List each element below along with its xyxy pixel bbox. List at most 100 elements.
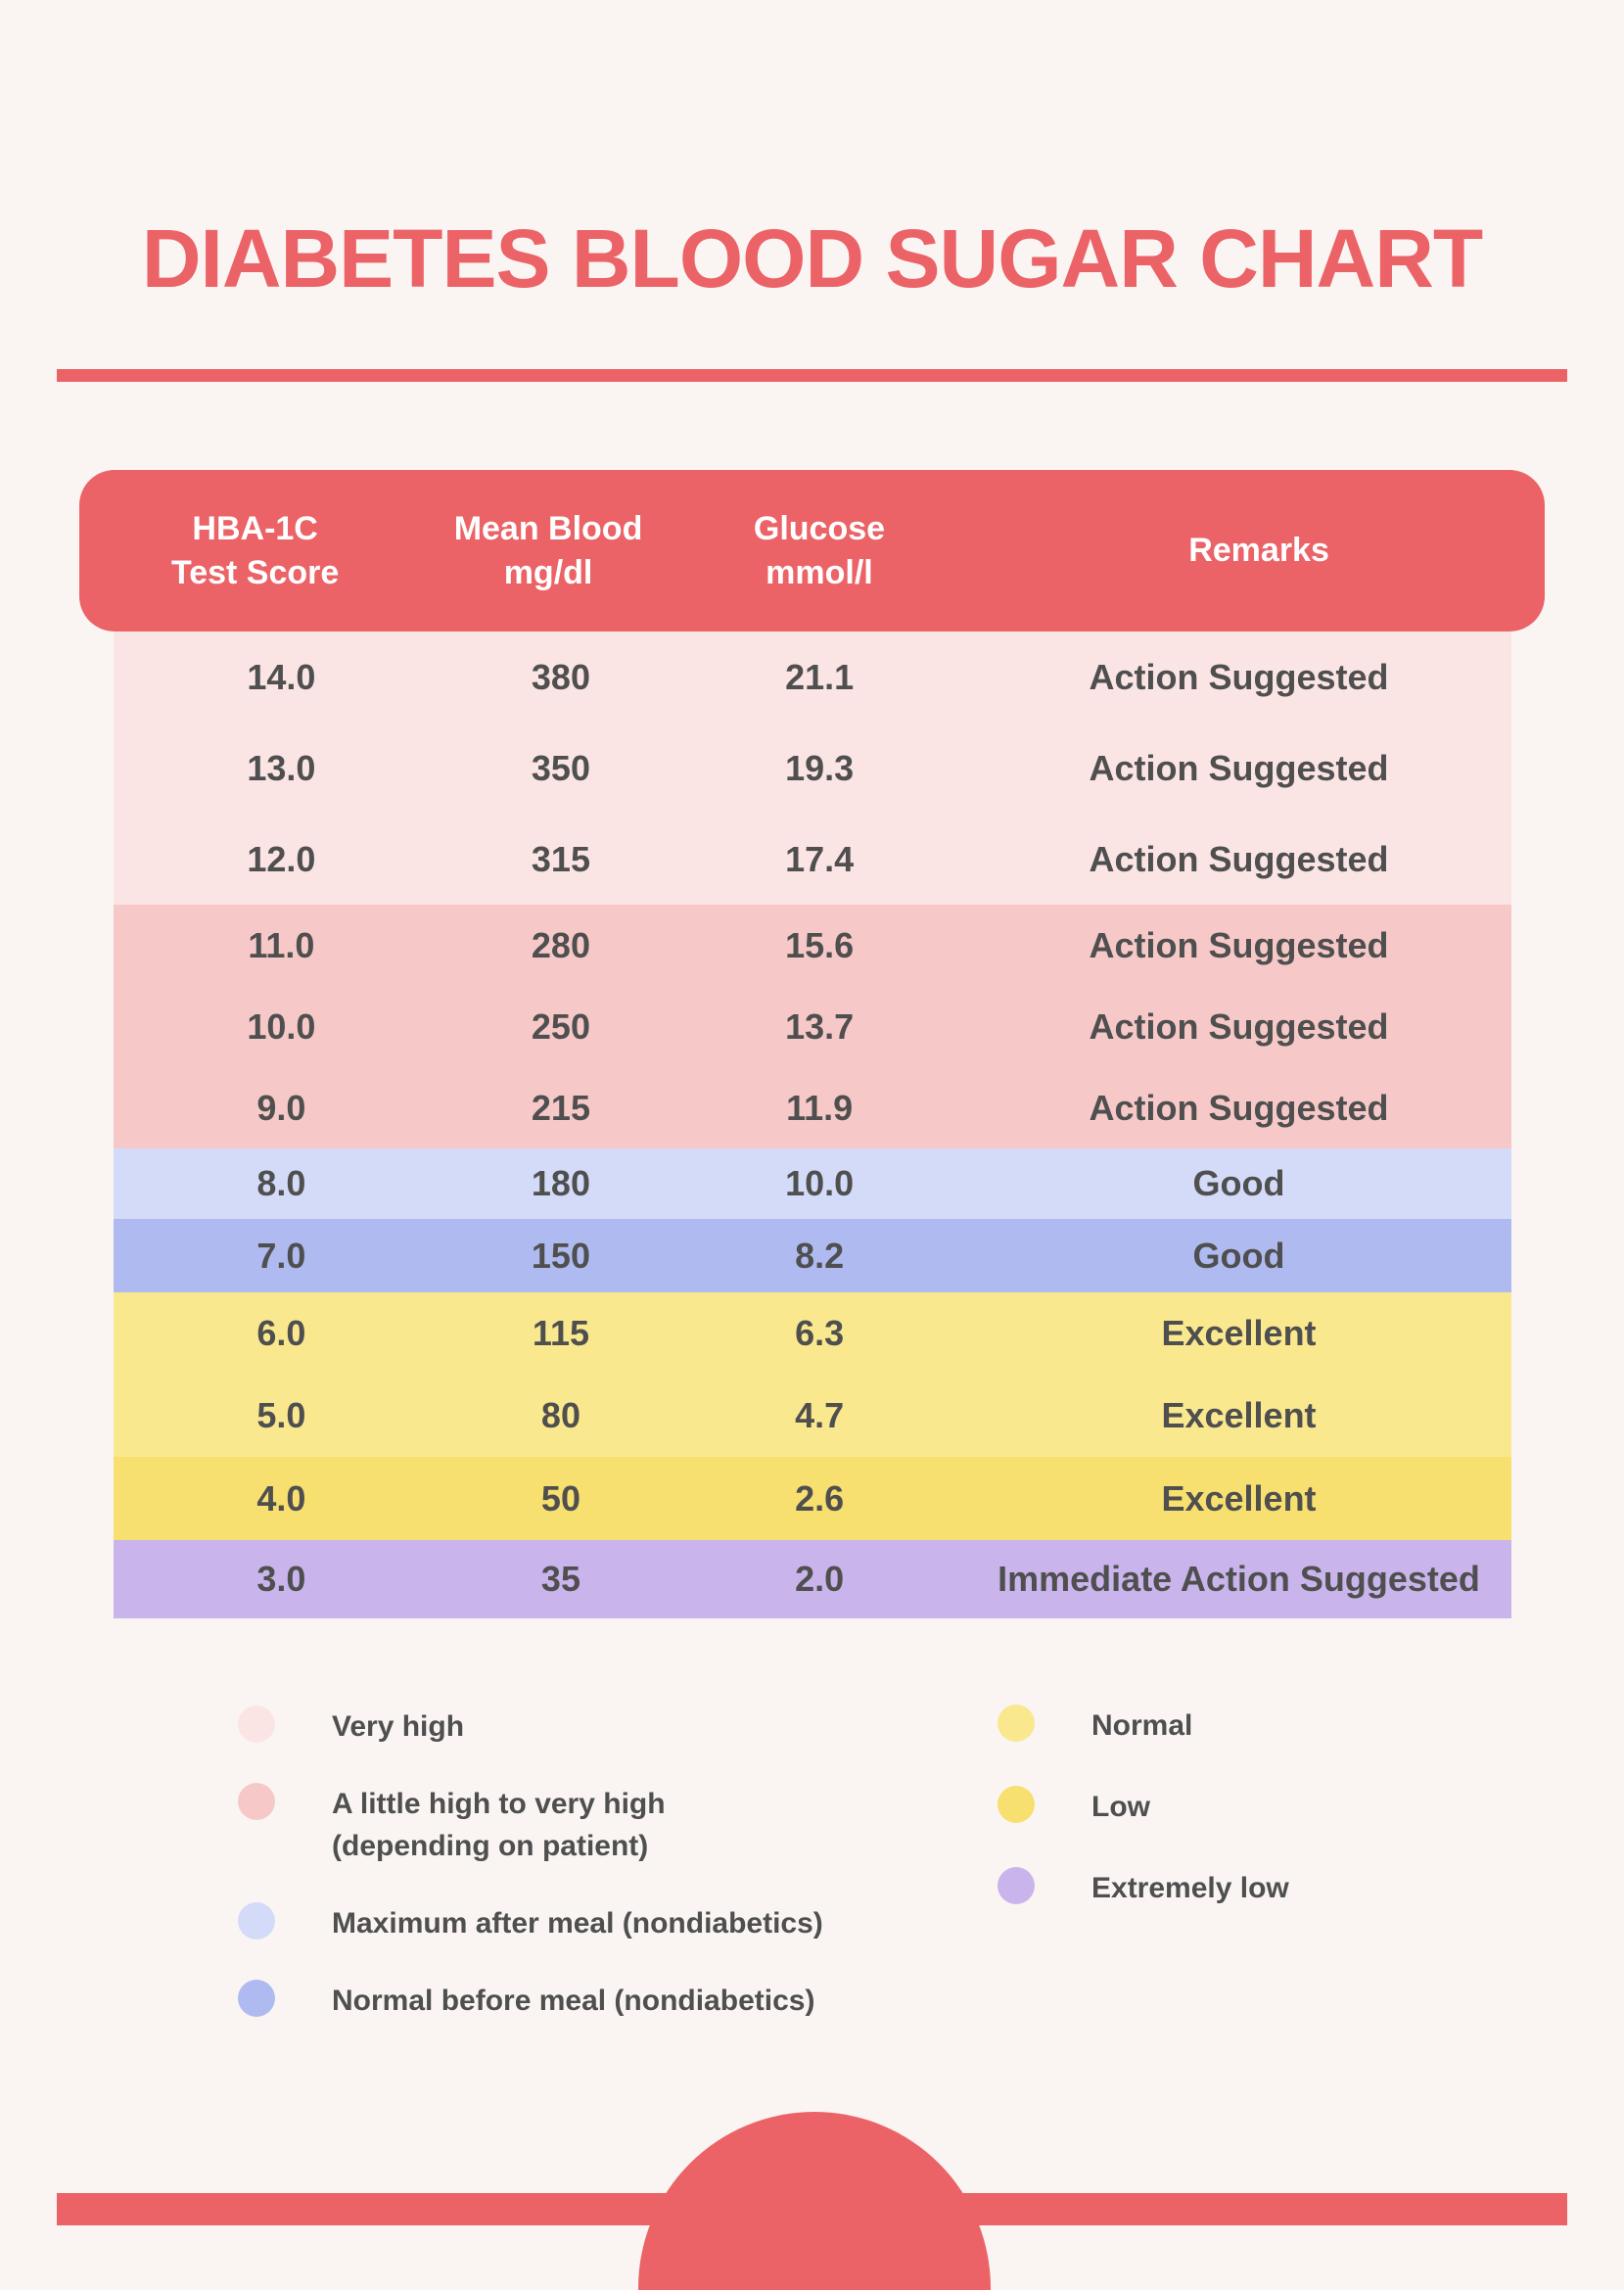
cell-mean-blood: 35 [540, 1559, 580, 1599]
cell-remark: Good [1192, 1235, 1285, 1276]
table-row: 14.0 380 21.1 Action Suggested [114, 631, 1511, 723]
cell-remark: Excellent [1161, 1395, 1317, 1435]
column-header-line: mg/dl [503, 553, 593, 591]
table-row: 3.0 35 2.0 Immediate Action Suggested [114, 1540, 1511, 1618]
table-row: 4.0 50 2.6 Excellent [114, 1457, 1511, 1540]
cell-mean-blood: 150 [531, 1235, 590, 1276]
legend-swatch-icon [238, 1706, 275, 1743]
cell-hba1c-score: 7.0 [256, 1235, 306, 1276]
table-row: 11.0 280 15.6 Action Suggested [114, 905, 1511, 986]
cell-remark: Action Suggested [1089, 747, 1389, 788]
cell-mean-blood: 280 [531, 924, 590, 965]
column-header-mean-blood: Mean Blood mg/dl [431, 507, 666, 595]
column-header-hba1c-test-score: HBA-1C Test Score [79, 507, 431, 595]
cell-mean-blood: 380 [531, 656, 590, 697]
cell-glucose: 2.6 [795, 1477, 845, 1519]
legend-label: Maximum after meal (nondiabetics) [332, 1907, 823, 1939]
cell-hba1c-score: 10.0 [247, 1005, 316, 1047]
cell-mean-blood: 350 [531, 747, 590, 788]
legend-column-left: Very high A little high to very high (dep… [238, 1706, 823, 2022]
page-title: DIABETES BLOOD SUGAR CHART [141, 212, 1483, 304]
column-header-remarks: Remarks [973, 529, 1545, 573]
cell-glucose: 6.3 [795, 1313, 845, 1353]
cell-glucose: 11.9 [786, 1087, 854, 1128]
legend-label: Normal [1091, 1709, 1193, 1742]
cell-mean-blood: 250 [531, 1005, 590, 1047]
legend-item: Maximum after meal (nondiabetics) [238, 1902, 823, 1944]
cell-hba1c-score: 13.0 [247, 747, 316, 788]
table-row: 7.0 150 8.2 Good [114, 1219, 1511, 1292]
cell-hba1c-score: 4.0 [256, 1477, 306, 1519]
cell-remark: Action Suggested [1089, 656, 1389, 697]
cell-glucose: 4.7 [795, 1395, 845, 1435]
legend-item: Low [998, 1786, 1289, 1828]
cell-hba1c-score: 14.0 [247, 656, 316, 697]
cell-glucose: 8.2 [795, 1235, 845, 1276]
cell-mean-blood: 80 [540, 1395, 580, 1435]
cell-hba1c-score: 9.0 [256, 1087, 306, 1128]
top-divider [57, 369, 1567, 382]
cell-remark: Action Suggested [1089, 1005, 1389, 1047]
legend-swatch-icon [998, 1786, 1035, 1823]
legend-label: Extremely low [1091, 1872, 1289, 1904]
table-header-row: HBA-1C Test Score Mean Blood mg/dl Gluco… [79, 470, 1545, 631]
column-header-line: Test Score [170, 553, 340, 591]
cell-remark: Excellent [1161, 1313, 1317, 1353]
table-body: 14.0 380 21.1 Action Suggested 13.0 350 19.3 Ac… [114, 631, 1511, 1618]
legend-item: A little high to very high (depending on… [238, 1783, 823, 1867]
cell-glucose: 13.7 [785, 1005, 855, 1047]
column-header-line: Remarks [1188, 532, 1329, 569]
legend-swatch-icon [998, 1705, 1035, 1742]
cell-mean-blood: 215 [531, 1087, 590, 1128]
table-row: 8.0 180 10.0 Good [114, 1148, 1511, 1219]
cell-hba1c-score: 11.0 [248, 924, 315, 965]
legend-label: Normal before meal (nondiabetics) [332, 1985, 815, 2017]
legend-swatch-icon [998, 1867, 1035, 1904]
table-row: 5.0 80 4.7 Excellent [114, 1375, 1511, 1457]
cell-remark: Good [1192, 1163, 1285, 1203]
cell-remark: Action Suggested [1089, 1087, 1389, 1128]
legend-label: A little high to very high (depending on… [332, 1788, 666, 1862]
legend-column-right: Normal Low Extremely low [998, 1705, 1289, 1909]
cell-hba1c-score: 6.0 [256, 1313, 306, 1353]
cell-glucose: 15.6 [785, 924, 855, 965]
column-header-line: HBA-1C [192, 509, 318, 547]
column-header-line: mmol/l [766, 553, 873, 591]
column-header-glucose: Glucose mmol/l [666, 507, 973, 595]
table-row: 13.0 350 19.3 Action Suggested [114, 723, 1511, 814]
table-row: 12.0 315 17.4 Action Suggested [114, 814, 1511, 905]
legend-item: Extremely low [998, 1867, 1289, 1909]
cell-hba1c-score: 12.0 [247, 838, 316, 879]
cell-hba1c-score: 5.0 [256, 1395, 306, 1435]
cell-glucose: 10.0 [785, 1163, 855, 1203]
cell-glucose: 2.0 [795, 1559, 845, 1599]
cell-hba1c-score: 8.0 [256, 1163, 306, 1203]
table-row: 10.0 250 13.7 Action Suggested [114, 986, 1511, 1067]
cell-glucose: 21.1 [785, 656, 855, 697]
column-header-line: Glucose [753, 509, 886, 547]
legend-item: Very high [238, 1706, 823, 1748]
cell-mean-blood: 115 [532, 1313, 589, 1353]
cell-remark: Action Suggested [1089, 838, 1389, 879]
table-row: 6.0 115 6.3 Excellent [114, 1292, 1511, 1375]
cell-remark: Action Suggested [1089, 924, 1389, 965]
decorative-circle [638, 2112, 991, 2290]
legend-item: Normal before meal (nondiabetics) [238, 1980, 823, 2022]
legend-item: Normal [998, 1705, 1289, 1747]
cell-remark: Excellent [1161, 1477, 1317, 1519]
table-row: 9.0 215 11.9 Action Suggested [114, 1067, 1511, 1148]
cell-mean-blood: 50 [540, 1477, 580, 1519]
cell-mean-blood: 180 [531, 1163, 590, 1203]
legend-label: Low [1091, 1791, 1150, 1823]
cell-mean-blood: 315 [531, 838, 590, 879]
cell-glucose: 19.3 [785, 747, 855, 788]
column-header-line: Mean Blood [453, 509, 643, 547]
cell-glucose: 17.4 [785, 838, 855, 879]
legend-swatch-icon [238, 1783, 275, 1820]
legend-swatch-icon [238, 1902, 275, 1939]
cell-remark: Immediate Action Suggested [998, 1559, 1480, 1599]
legend-swatch-icon [238, 1980, 275, 2017]
cell-hba1c-score: 3.0 [256, 1559, 306, 1599]
legend-label: Very high [332, 1710, 465, 1743]
